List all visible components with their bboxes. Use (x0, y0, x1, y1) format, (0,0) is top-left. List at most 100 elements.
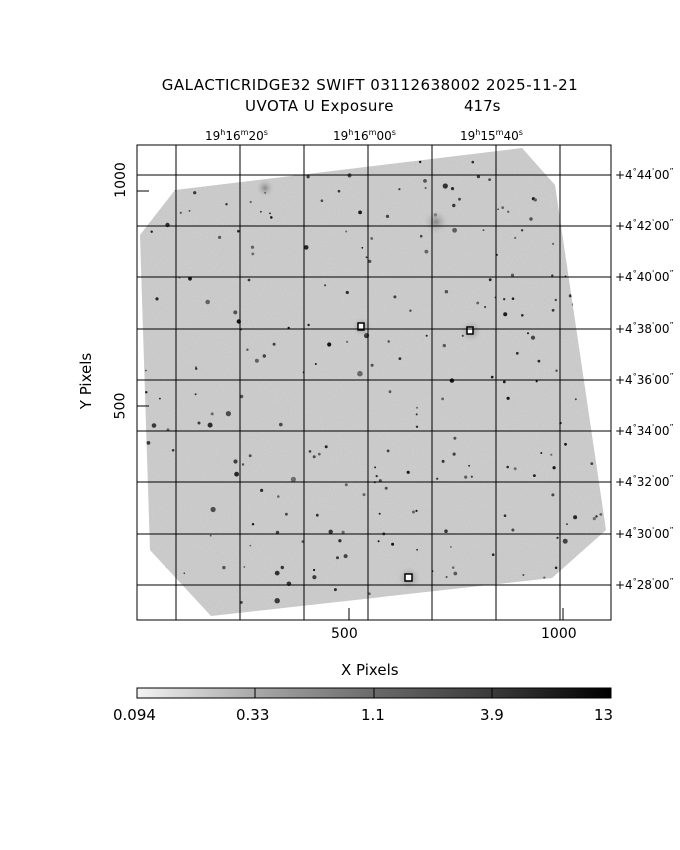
exposure-filter: UVOTA U Exposure (245, 97, 394, 115)
star-source (250, 245, 255, 249)
star-source (535, 380, 538, 383)
y-tick-1000: 1000 (112, 162, 129, 198)
star-source (225, 411, 231, 417)
star-source (450, 187, 455, 191)
star-source (452, 227, 457, 233)
star-source (287, 326, 290, 330)
star-source (393, 599, 397, 603)
colorbar (136, 687, 612, 699)
dec-tick-label: +4°38'00” (615, 321, 674, 336)
star-source (207, 422, 213, 428)
star-source (488, 278, 492, 282)
star-source (445, 576, 448, 578)
star-source (452, 203, 456, 208)
star-source (537, 359, 541, 363)
star-source (341, 530, 345, 534)
star-source (552, 466, 556, 470)
star-source (385, 214, 390, 218)
star-source (328, 529, 333, 534)
star-source (377, 540, 380, 543)
star-source (575, 194, 579, 197)
star-source (183, 572, 186, 575)
star-source (205, 299, 210, 305)
star-source (370, 363, 374, 367)
star-source (551, 274, 554, 277)
star-source (218, 235, 222, 239)
star-source (468, 464, 470, 467)
star-source (406, 470, 410, 474)
y-pixel-ticks (137, 190, 149, 407)
star-source (251, 523, 255, 526)
dec-tick-label: +4°40'00” (615, 269, 674, 284)
star-source (453, 571, 458, 576)
star-source (162, 586, 165, 589)
star-source (515, 351, 519, 355)
star-source (589, 594, 594, 598)
star-source (188, 276, 192, 281)
star-source (260, 488, 264, 492)
star-source (378, 479, 382, 483)
star-source (251, 252, 255, 256)
star-source (210, 412, 214, 416)
star-source (171, 449, 175, 452)
star-source (533, 474, 536, 477)
star-source (554, 298, 557, 302)
coordinate-grid (137, 145, 611, 620)
star-source (345, 230, 348, 233)
star-source (550, 453, 553, 456)
star-source (179, 211, 182, 214)
star-source (511, 297, 515, 301)
star-source (411, 596, 416, 601)
star-source (222, 565, 226, 570)
star-source (522, 574, 525, 576)
colorbar-label-4: 3.9 (480, 706, 504, 724)
star-source (233, 459, 238, 464)
star-source (345, 290, 349, 295)
x-pixel-ticks (348, 608, 564, 620)
star-source (361, 246, 364, 249)
star-source (562, 538, 568, 544)
star-source (471, 160, 475, 164)
star-source (514, 236, 517, 239)
star-source (599, 513, 603, 516)
star-source (337, 189, 341, 193)
star-source (387, 340, 390, 343)
star-source (290, 476, 296, 482)
star-source (442, 343, 446, 348)
star-source (529, 217, 533, 221)
ra-tick-label-3: 19h15m40s (460, 128, 523, 143)
star-source (374, 466, 377, 469)
star-source (357, 370, 363, 377)
star-source (150, 230, 153, 233)
star-source (415, 413, 418, 416)
star-source (476, 301, 480, 305)
star-source (163, 609, 167, 613)
star-source (573, 515, 578, 520)
star-source (307, 323, 310, 327)
bright-sources (256, 179, 482, 590)
star-source (441, 459, 445, 463)
star-source (451, 566, 455, 569)
ra-ticks (239, 145, 497, 157)
star-source (338, 539, 342, 543)
dec-tick-label: +4°42'00” (615, 218, 674, 233)
star-source (144, 194, 150, 201)
star-source (260, 210, 262, 213)
star-source (586, 206, 590, 210)
star-source (584, 590, 588, 593)
star-source (540, 452, 543, 454)
star-source (484, 305, 487, 309)
star-source (425, 334, 428, 337)
star-source (145, 391, 148, 394)
star-source (398, 357, 402, 360)
star-source (315, 513, 319, 517)
star-source (503, 514, 507, 517)
star-source (442, 183, 448, 189)
star-source (210, 506, 216, 513)
star-source (378, 512, 381, 515)
star-source (574, 398, 577, 401)
star-source (482, 229, 485, 232)
star-source (510, 273, 515, 277)
star-source (165, 222, 170, 228)
